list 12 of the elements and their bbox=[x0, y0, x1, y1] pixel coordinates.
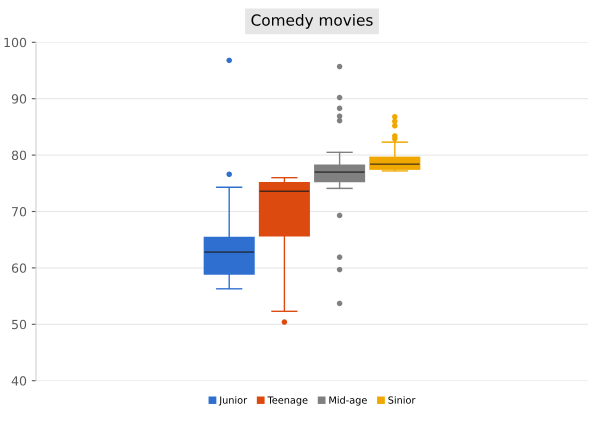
y-tick-label: 50 bbox=[12, 320, 26, 330]
y-tick-label: 60 bbox=[12, 263, 26, 273]
y-tick-label: 70 bbox=[12, 206, 26, 216]
y-tick-label: 80 bbox=[12, 150, 26, 160]
legend-label: Teenage bbox=[267, 396, 308, 406]
y-tick-label: 90 bbox=[12, 94, 26, 104]
chart-title: Comedy movies bbox=[251, 14, 373, 29]
legend-label: Junior bbox=[218, 396, 248, 406]
legend-label: Mid-age bbox=[329, 396, 367, 406]
y-tick-label: 40 bbox=[12, 376, 26, 386]
y-tick-label: 100 bbox=[4, 38, 26, 48]
legend-label: Sinior bbox=[388, 396, 416, 404]
